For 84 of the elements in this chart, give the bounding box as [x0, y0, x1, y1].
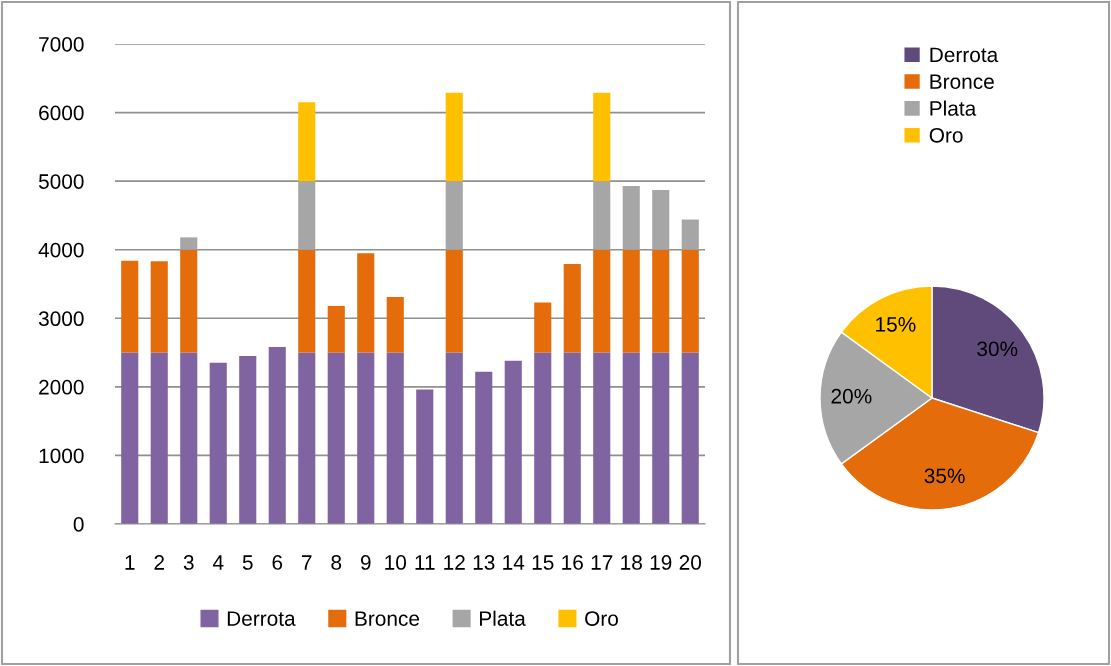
bar [298, 249, 316, 353]
bar [593, 249, 611, 353]
x-tick-label: 14 [503, 555, 525, 570]
x-tick-label: 10 [385, 555, 407, 570]
bar [386, 297, 404, 353]
y-tick-label: 5000 [38, 174, 84, 189]
legend-label: Oro [585, 611, 618, 626]
x-tick-label: 8 [331, 555, 342, 570]
y-tick-label: 7000 [39, 37, 84, 52]
x-tick-label: 1 [125, 555, 135, 570]
bar [209, 362, 227, 524]
legend-label: Derrota [227, 611, 296, 626]
bar [327, 352, 345, 524]
data-label: 20% [831, 388, 872, 404]
bar [534, 352, 552, 524]
bar [652, 190, 670, 250]
bar [121, 260, 139, 353]
bar [298, 352, 316, 524]
bar [416, 389, 434, 524]
bar [652, 352, 670, 524]
bar [445, 352, 463, 524]
x-tick-label: 13 [473, 555, 495, 570]
x-tick-label: 5 [242, 555, 253, 570]
y-tick-label: 4000 [38, 242, 84, 258]
bar [150, 261, 168, 353]
bar [268, 347, 286, 524]
bar [239, 356, 257, 524]
bar [593, 92, 611, 182]
y-tick-label: 0 [73, 517, 84, 532]
x-tick-label: 9 [360, 555, 371, 570]
bar [180, 352, 198, 524]
legend-label: Bronce [930, 74, 994, 89]
bar [593, 352, 611, 524]
legend-label: Bronce [355, 611, 420, 626]
bar [445, 249, 463, 353]
x-tick-label: 19 [650, 555, 672, 570]
bar [681, 249, 699, 353]
y-tick-label: 2000 [39, 379, 84, 395]
bar [534, 302, 552, 353]
bar [357, 253, 375, 353]
y-tick-label: 3000 [38, 311, 84, 327]
bar [298, 102, 316, 182]
bar [652, 249, 670, 353]
x-tick-label: 6 [272, 555, 283, 570]
y-tick-label: 6000 [39, 105, 84, 121]
bar [180, 249, 198, 353]
bar [475, 371, 493, 524]
x-tick-label: 17 [591, 555, 613, 570]
bar [504, 360, 522, 524]
bar [622, 185, 640, 250]
bar [593, 181, 611, 250]
bar [681, 219, 699, 250]
x-tick-label: 7 [302, 555, 312, 570]
x-tick-label: 11 [415, 555, 435, 570]
y-tick-label: 1000 [39, 448, 84, 464]
legend-label: Derrota [930, 47, 999, 63]
bar [150, 352, 168, 524]
x-tick-label: 18 [621, 555, 642, 570]
data-label: 15% [876, 317, 916, 332]
legend-label: Plata [930, 100, 977, 116]
data-label: 35% [924, 468, 965, 484]
x-tick-label: 15 [532, 555, 554, 570]
legend-label: Oro [929, 127, 963, 143]
data-label: 30% [977, 341, 1018, 357]
bar [327, 305, 345, 353]
bar [563, 352, 581, 524]
bar [445, 92, 463, 182]
x-tick-label: 3 [183, 555, 194, 570]
bar [622, 352, 640, 524]
bar [180, 237, 198, 250]
bar [563, 264, 581, 353]
bar [445, 181, 463, 250]
bar [298, 181, 316, 250]
bar [386, 352, 404, 524]
bar [622, 249, 640, 353]
bar [121, 352, 139, 524]
x-tick-label: 12 [444, 555, 465, 570]
legend-label: Plata [480, 610, 526, 626]
x-tick-label: 16 [562, 555, 583, 570]
x-tick-label: 2 [154, 555, 164, 570]
x-tick-label: 4 [212, 555, 224, 570]
x-tick-label: 20 [679, 555, 702, 570]
bar [357, 352, 375, 524]
bar [681, 352, 699, 524]
